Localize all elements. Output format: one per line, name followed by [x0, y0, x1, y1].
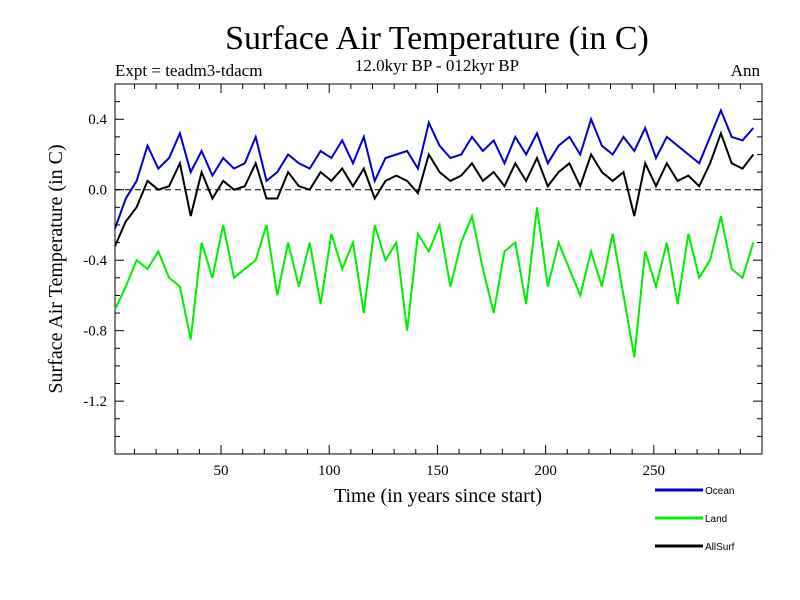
- series-line-land: [114, 207, 755, 358]
- season-label: Ann: [731, 61, 761, 80]
- y-tick-label: 0.0: [88, 183, 107, 199]
- series-layer: [114, 107, 755, 358]
- y-tick-label: 0.4: [88, 112, 107, 128]
- x-tick-label: 50: [214, 463, 229, 479]
- series-line-allsurf: [114, 130, 755, 247]
- chart-subtitle: 12.0kyr BP - 012kyr BP: [355, 56, 519, 75]
- plot-area: 50 100 150 200 250 0.4 0.0 -0.4 -0.8 -1.2: [83, 83, 763, 479]
- x-axis-label: Time (in years since start): [334, 485, 542, 507]
- chart-title: Surface Air Temperature (in C): [225, 20, 649, 57]
- x-tick-label: 250: [643, 463, 666, 479]
- ticks-layer: 50 100 150 200 250 0.4 0.0 -0.4 -0.8 -1.2: [83, 83, 762, 479]
- x-tick-label: 100: [318, 463, 341, 479]
- y-tick-label: -0.8: [83, 324, 107, 340]
- y-tick-label: -1.2: [83, 394, 107, 410]
- x-tick-label: 200: [534, 463, 557, 479]
- legend-label-allsurf: AllSurf: [705, 542, 735, 553]
- legend-label-land: Land: [705, 514, 727, 525]
- experiment-label: Expt = teadm3-tdacm: [115, 61, 262, 80]
- plot-frame: [114, 83, 763, 455]
- y-tick-label: -0.4: [83, 253, 107, 269]
- legend: Ocean Land AllSurf: [655, 486, 735, 553]
- x-tick-label: 150: [426, 463, 449, 479]
- y-axis-label: Surface Air Temperature (in C): [45, 144, 67, 393]
- series-line-ocean: [114, 107, 755, 229]
- legend-label-ocean: Ocean: [705, 486, 734, 497]
